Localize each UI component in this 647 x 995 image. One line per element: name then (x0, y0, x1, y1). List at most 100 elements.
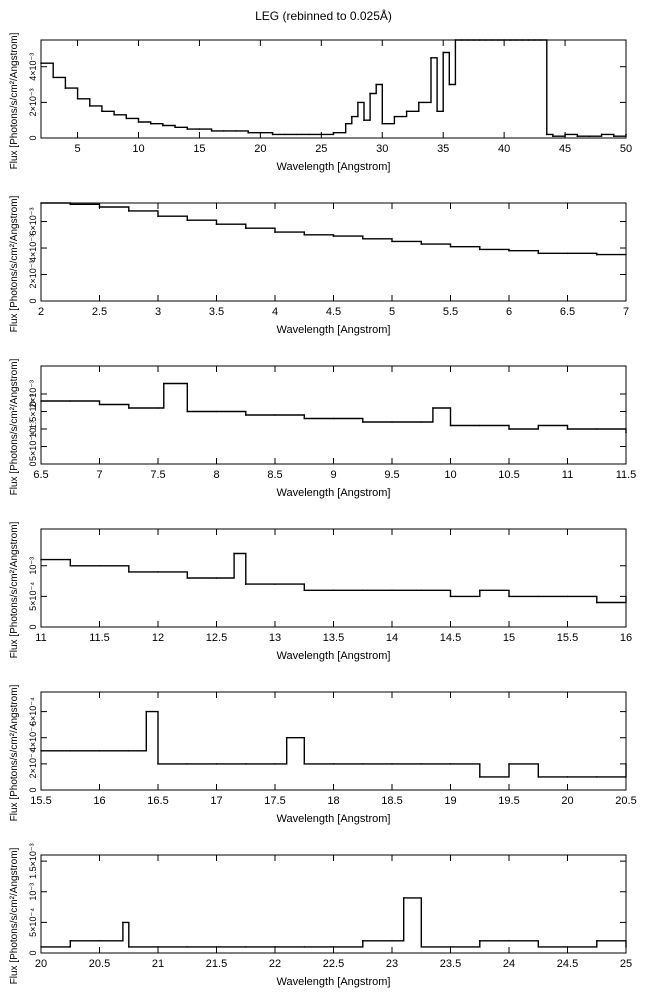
plot-frame (40, 365, 627, 465)
x-tick-label: 40 (498, 143, 510, 155)
x-tick-label: 19 (444, 795, 456, 807)
x-tick-label: 21 (152, 958, 164, 970)
x-tick-label: 13 (269, 632, 281, 644)
data-point (308, 133, 310, 136)
data-point (391, 939, 393, 942)
y-axis-label: Flux [Photons/s/cm²/Angstrom] (9, 521, 20, 658)
data-point (215, 763, 218, 765)
data-point (478, 589, 481, 592)
data-point (420, 946, 423, 948)
y-tick-label: 4×10⁻³ (28, 53, 38, 81)
y-tick-label: 0 (28, 787, 38, 792)
y-axis-label: Flux [Photons/s/cm²/Angstrom] (9, 32, 20, 169)
x-tick-label: 18 (327, 795, 339, 807)
x-axis-label: Wavelength [Angstrom] (277, 650, 391, 662)
x-tick-label: 8.5 (267, 469, 282, 481)
data-point (361, 237, 364, 240)
data-point (303, 417, 306, 420)
data-point (509, 39, 512, 41)
data-point (375, 83, 377, 86)
data-point (588, 135, 591, 138)
data-point (478, 424, 481, 427)
x-tick-label: 22 (269, 958, 281, 970)
y-tick-label: 1.5×10⁻³ (28, 394, 38, 430)
y-tick-label: 10⁻³ (28, 420, 38, 438)
x-tick-label: 2 (38, 306, 44, 318)
data-point (533, 39, 536, 41)
data-point (98, 750, 101, 752)
data-point (369, 92, 371, 95)
data-point (157, 407, 159, 409)
x-tick-label: 20 (35, 958, 47, 970)
data-point (137, 121, 140, 123)
data-point (393, 115, 396, 118)
data-point (478, 39, 481, 41)
y-tick-label: 5×10⁻⁴ (28, 432, 38, 461)
x-tick-label: 2.5 (92, 306, 107, 318)
data-point (69, 400, 72, 402)
data-point (595, 428, 598, 430)
data-point (98, 403, 101, 406)
data-point (69, 939, 72, 942)
data-point (274, 231, 276, 233)
x-axis-label: Wavelength [Angstrom] (277, 161, 391, 173)
data-point (332, 235, 335, 237)
x-tick-label: 11.5 (89, 632, 110, 644)
data-point (215, 410, 218, 413)
y-tick-label: 2×10⁻³ (28, 88, 38, 116)
data-point (244, 227, 247, 229)
data-point (449, 595, 452, 598)
data-point (595, 253, 598, 256)
x-tick-label: 9.5 (384, 469, 399, 481)
y-axis-label: Flux [Photons/s/cm²/Angstrom] (9, 684, 20, 821)
data-point (223, 130, 225, 132)
x-axis-label: Wavelength [Angstrom] (277, 976, 391, 988)
y-tick-label: 10⁻³ (28, 557, 38, 575)
data-point (244, 414, 247, 416)
data-point (363, 119, 365, 121)
data-point (274, 763, 276, 765)
x-tick-label: 4 (272, 306, 278, 318)
data-series-1 (41, 710, 627, 778)
y-tick-label: 10⁻³ (28, 883, 38, 901)
x-tick-label: 12 (152, 632, 164, 644)
data-point (527, 39, 530, 41)
x-tick-label: 11 (562, 469, 573, 481)
y-tick-label: 0 (28, 461, 38, 466)
data-point (508, 428, 510, 430)
data-point (625, 431, 627, 434)
x-tick-label: 30 (376, 143, 388, 155)
x-tick-label: 20.5 (89, 958, 110, 970)
data-point (186, 128, 189, 130)
x-tick-label: 6.5 (33, 469, 48, 481)
data-point (595, 601, 598, 604)
data-point (625, 253, 627, 256)
data-point (186, 410, 189, 413)
x-tick-label: 21.5 (206, 958, 227, 970)
data-point (420, 421, 423, 423)
data-point (405, 110, 408, 113)
x-tick-label: 24 (503, 958, 515, 970)
data-point (381, 122, 384, 125)
data-point (466, 39, 469, 41)
x-tick-label: 12.5 (206, 632, 227, 644)
x-tick-label: 22.5 (323, 958, 344, 970)
data-point (497, 39, 499, 41)
y-tick-label: 5×10⁻⁴ (28, 582, 38, 611)
data-point (113, 114, 115, 116)
data-point (576, 135, 579, 138)
data-point (566, 252, 569, 255)
x-tick-label: 14.5 (440, 632, 461, 644)
data-point (76, 98, 79, 100)
data-point (186, 577, 189, 579)
x-tick-label: 20.5 (615, 795, 636, 807)
x-tick-label: 7.5 (150, 469, 165, 481)
x-tick-label: 35 (437, 143, 449, 155)
data-point (332, 417, 335, 420)
x-tick-label: 5.5 (443, 306, 458, 318)
data-point (332, 131, 335, 134)
data-point (350, 115, 353, 118)
x-tick-label: 50 (620, 143, 632, 155)
data-point (40, 558, 42, 561)
data-point (296, 133, 298, 136)
